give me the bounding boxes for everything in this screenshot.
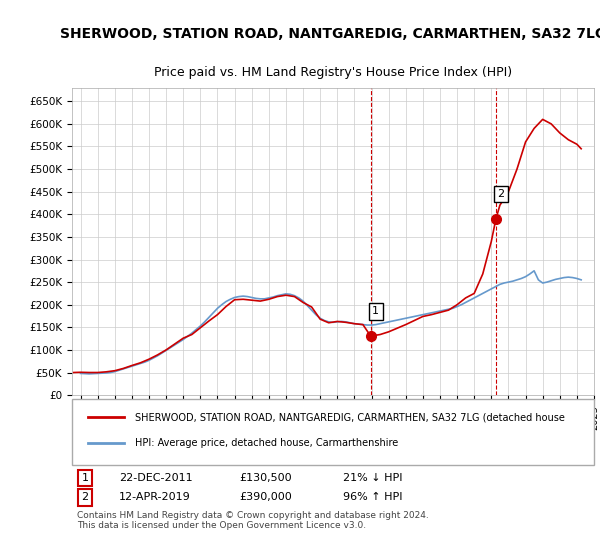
Text: 1: 1 [372,306,379,316]
Text: Contains HM Land Registry data © Crown copyright and database right 2024.
This d: Contains HM Land Registry data © Crown c… [77,511,429,530]
Text: 12-APR-2019: 12-APR-2019 [119,492,191,502]
Text: 2: 2 [497,189,505,199]
Text: 96% ↑ HPI: 96% ↑ HPI [343,492,403,502]
Text: £130,500: £130,500 [239,473,292,483]
Text: 2: 2 [82,492,89,502]
Text: 1: 1 [82,473,89,483]
Text: HPI: Average price, detached house, Carmarthenshire: HPI: Average price, detached house, Carm… [134,438,398,448]
Text: 21% ↓ HPI: 21% ↓ HPI [343,473,403,483]
Text: SHERWOOD, STATION ROAD, NANTGAREDIG, CARMARTHEN, SA32 7LG (detached house: SHERWOOD, STATION ROAD, NANTGAREDIG, CAR… [134,413,565,422]
Text: £390,000: £390,000 [239,492,292,502]
Text: Price paid vs. HM Land Registry's House Price Index (HPI): Price paid vs. HM Land Registry's House … [154,67,512,80]
Text: SHERWOOD, STATION ROAD, NANTGAREDIG, CARMARTHEN, SA32 7LG: SHERWOOD, STATION ROAD, NANTGAREDIG, CAR… [60,27,600,41]
Text: 22-DEC-2011: 22-DEC-2011 [119,473,193,483]
FancyBboxPatch shape [72,399,594,465]
